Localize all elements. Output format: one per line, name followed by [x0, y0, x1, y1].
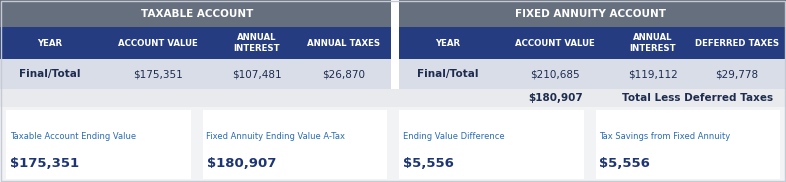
Text: $119,112: $119,112	[628, 69, 678, 79]
Text: $5,556: $5,556	[403, 157, 454, 170]
Text: $26,870: $26,870	[321, 69, 365, 79]
Text: Ending Value Difference: Ending Value Difference	[403, 132, 505, 141]
Text: ACCOUNT VALUE: ACCOUNT VALUE	[516, 39, 595, 48]
Text: Final/Total: Final/Total	[417, 69, 478, 79]
Text: $180,907: $180,907	[527, 93, 582, 103]
Bar	[399, 27, 786, 59]
Bar	[0, 107, 786, 182]
Bar	[6, 110, 190, 179]
Text: ANNUAL
INTEREST: ANNUAL INTEREST	[233, 33, 280, 53]
Text: $29,778: $29,778	[715, 69, 758, 79]
Text: $175,351: $175,351	[10, 157, 79, 170]
Text: $180,907: $180,907	[207, 157, 276, 170]
Text: $175,351: $175,351	[133, 69, 182, 79]
Text: $5,556: $5,556	[600, 157, 650, 170]
Text: TAXABLE ACCOUNT: TAXABLE ACCOUNT	[141, 9, 253, 19]
Bar	[0, 59, 391, 89]
Bar	[399, 0, 786, 27]
Text: ACCOUNT VALUE: ACCOUNT VALUE	[118, 39, 198, 48]
Bar	[399, 59, 786, 89]
Text: Total Less Deferred Taxes: Total Less Deferred Taxes	[623, 93, 773, 103]
Bar	[203, 110, 387, 179]
Text: Final/Total: Final/Total	[19, 69, 80, 79]
Bar	[0, 27, 391, 59]
Text: Taxable Account Ending Value: Taxable Account Ending Value	[10, 132, 136, 141]
Text: Tax Savings from Fixed Annuity: Tax Savings from Fixed Annuity	[600, 132, 731, 141]
Text: Fixed Annuity Ending Value A-Tax: Fixed Annuity Ending Value A-Tax	[207, 132, 346, 141]
Text: ANNUAL TAXES: ANNUAL TAXES	[307, 39, 380, 48]
Bar	[0, 89, 786, 107]
Bar	[596, 110, 780, 179]
Text: YEAR: YEAR	[37, 39, 62, 48]
Text: FIXED ANNUITY ACCOUNT: FIXED ANNUITY ACCOUNT	[515, 9, 666, 19]
Text: DEFERRED TAXES: DEFERRED TAXES	[695, 39, 779, 48]
Text: ANNUAL
INTEREST: ANNUAL INTEREST	[630, 33, 676, 53]
Bar	[399, 110, 583, 179]
Text: $210,685: $210,685	[531, 69, 580, 79]
Text: YEAR: YEAR	[435, 39, 460, 48]
Bar	[0, 0, 391, 27]
Text: $107,481: $107,481	[232, 69, 281, 79]
